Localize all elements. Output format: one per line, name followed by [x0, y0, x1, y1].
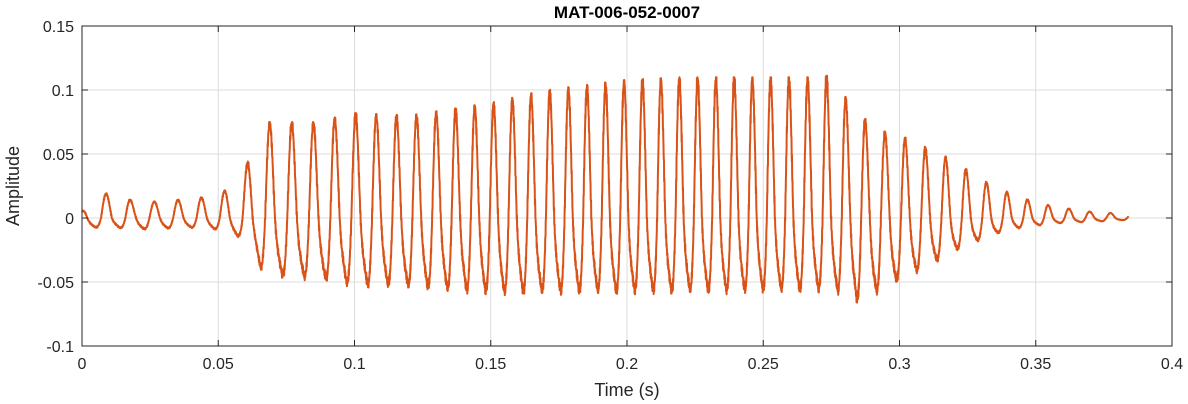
y-tick-label: -0.1 — [46, 339, 74, 356]
y-axis-label: Amplitude — [3, 146, 23, 226]
x-tick-label: 0.15 — [475, 356, 506, 373]
x-tick-label: 0.25 — [748, 356, 779, 373]
series-layer — [81, 74, 1130, 304]
y-tick-label: 0.05 — [43, 147, 74, 164]
x-tick-label: 0.35 — [1020, 356, 1051, 373]
y-tick-label: 0 — [65, 211, 74, 228]
x-tick-labels: 0 0.05 0.1 0.15 0.2 0.25 0.3 0.35 0.4 — [78, 356, 1184, 373]
tick-marks — [81, 25, 1173, 347]
x-tick-label: 0.1 — [343, 356, 365, 373]
x-tick-label: 0.3 — [888, 356, 910, 373]
x-tick-label: 0 — [78, 356, 87, 373]
chart-title: MAT-006-052-0007 — [554, 3, 700, 22]
y-tick-label: -0.05 — [38, 275, 75, 292]
x-tick-label: 0.2 — [616, 356, 638, 373]
x-axis-label: Time (s) — [594, 380, 659, 400]
x-tick-label: 0.4 — [1161, 356, 1183, 373]
x-tick-label: 0.05 — [203, 356, 234, 373]
y-tick-labels: -0.1 -0.05 0 0.05 0.1 0.15 — [38, 19, 75, 356]
series-line-waveform — [81, 74, 1130, 304]
y-tick-label: 0.15 — [43, 19, 74, 36]
y-tick-label: 0.1 — [52, 83, 74, 100]
